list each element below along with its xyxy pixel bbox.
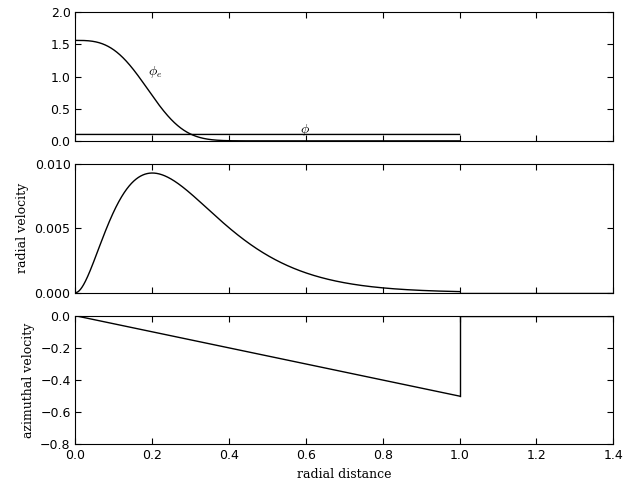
Text: $\phi$: $\phi$ xyxy=(300,122,310,138)
Text: $\phi_e$: $\phi_e$ xyxy=(148,64,163,81)
Y-axis label: azimuthal velocity: azimuthal velocity xyxy=(21,323,35,438)
X-axis label: radial distance: radial distance xyxy=(297,468,392,481)
Y-axis label: radial velocity: radial velocity xyxy=(16,183,29,273)
